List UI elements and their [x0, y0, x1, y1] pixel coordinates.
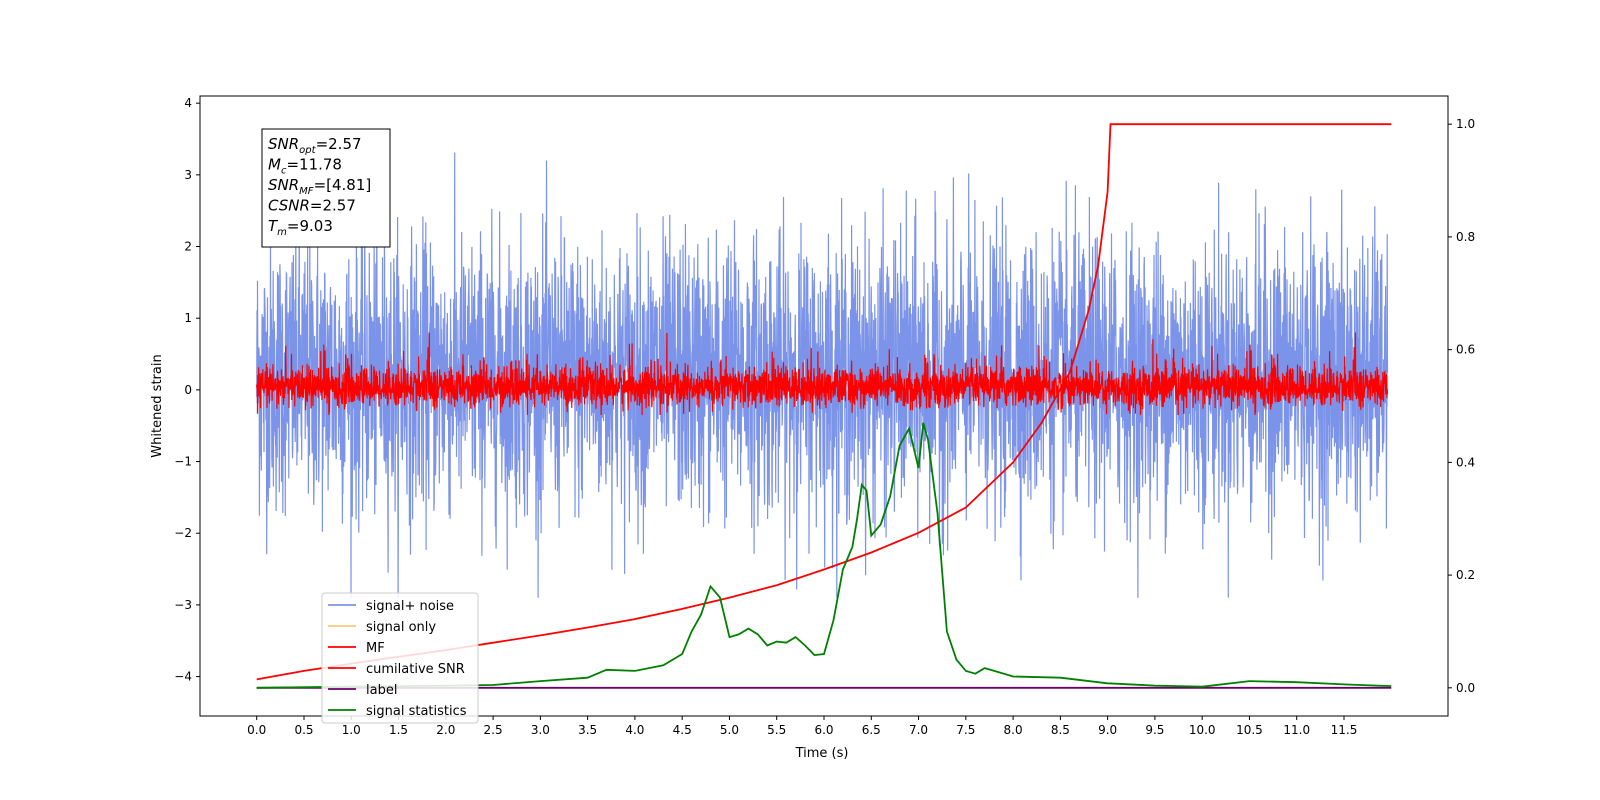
y-tick-label: 2: [184, 240, 192, 254]
y2-tick-label: 0.8: [1456, 230, 1475, 244]
x-axis: 0.0 0.5 1.0 1.5 2.0 2.5 3.0 3.5 4.0 4.5 5.0 5.5 6.0 6…: [247, 716, 1357, 737]
y2-tick-label: 0.0: [1456, 681, 1475, 695]
annotation-frame: [261, 128, 391, 248]
x-tick-label: 0.0: [247, 723, 266, 737]
x-tick-label: 6.5: [862, 723, 881, 737]
y-tick-label: −3: [174, 598, 192, 612]
y-tick-label: −1: [174, 455, 192, 469]
y2-tick-label: 0.6: [1456, 343, 1475, 357]
series-signal-statistics: [256, 422, 1392, 689]
y-axis-label: Whitened strain: [150, 354, 165, 457]
y-axis-right: 1.0 0.8 0.6 0.4 0.2 0.0: [1448, 117, 1475, 695]
x-tick-label: 8.0: [1004, 723, 1023, 737]
legend-label: label: [366, 683, 397, 698]
y-tick-label: 4: [184, 96, 192, 110]
x-tick-label: 5.0: [720, 723, 739, 737]
x-tick-label: 4.0: [625, 723, 644, 737]
x-tick-label: 11.0: [1283, 723, 1310, 737]
x-axis-label: Time (s): [795, 746, 849, 761]
y-tick-label: 1: [184, 311, 192, 325]
y-tick-label: −4: [174, 670, 192, 684]
x-tick-label: 8.5: [1051, 723, 1070, 737]
y2-tick-label: 0.2: [1456, 568, 1475, 582]
x-tick-label: 0.5: [294, 723, 313, 737]
x-tick-label: 4.5: [673, 723, 692, 737]
legend-label: MF: [366, 641, 385, 656]
x-tick-label: 2.5: [484, 723, 503, 737]
x-tick-label: 10.5: [1236, 723, 1263, 737]
x-tick-label: 1.0: [342, 723, 361, 737]
annotation-line: Mc=11.78: [268, 156, 342, 177]
y-tick-label: 3: [184, 168, 192, 182]
series-mf: [256, 332, 1389, 416]
annotation-box: SNRopt=2.57Mc=11.78SNRMF=[4.81]CSNR=2.57…: [261, 128, 391, 248]
legend-label: signal+ noise: [366, 599, 454, 614]
x-tick-label: 10.0: [1189, 723, 1216, 737]
legend-label: signal only: [366, 620, 436, 635]
legend-frame: [321, 592, 479, 724]
x-tick-label: 3.0: [531, 723, 550, 737]
x-tick-label: 9.0: [1098, 723, 1117, 737]
x-tick-label: 11.5: [1331, 723, 1358, 737]
legend-label: cumilative SNR: [366, 662, 465, 677]
annotation-line: CSNR=2.57: [268, 197, 356, 215]
legend-label: signal statistics: [366, 704, 467, 719]
x-tick-label: 1.5: [389, 723, 408, 737]
x-tick-label: 9.5: [1145, 723, 1164, 737]
legend: signal+ noise signal only MF cumilative SNR…: [321, 592, 479, 724]
y2-tick-label: 0.4: [1456, 455, 1475, 469]
annotation-line: SNRopt=2.57: [268, 135, 362, 156]
y-axis-left: 4 3 2 1 0 −1 −2 −3 −4: [174, 96, 200, 684]
annotation-line: SNRMF=[4.81]: [268, 176, 371, 197]
y-tick-label: 0: [184, 383, 192, 397]
x-tick-label: 3.5: [578, 723, 597, 737]
x-tick-label: 6.0: [814, 723, 833, 737]
y2-tick-label: 1.0: [1456, 117, 1475, 131]
x-tick-label: 2.0: [436, 723, 455, 737]
x-tick-label: 5.5: [767, 723, 786, 737]
x-tick-label: 7.0: [909, 723, 928, 737]
y-tick-label: −2: [174, 526, 192, 540]
x-tick-label: 7.5: [956, 723, 975, 737]
annotation-line: Tm=9.03: [268, 217, 333, 238]
